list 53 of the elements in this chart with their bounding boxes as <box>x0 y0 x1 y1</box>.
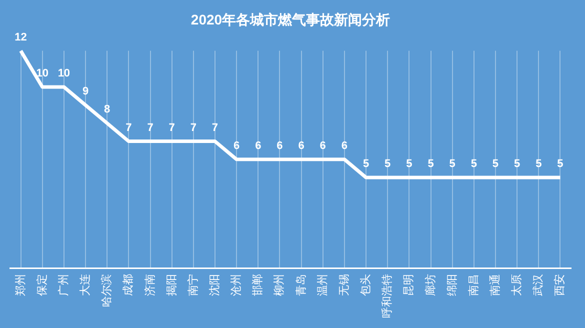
data-label: 6 <box>276 140 283 152</box>
x-tick-label: 包头 <box>359 274 372 296</box>
x-tick-label: 太原 <box>510 274 524 296</box>
data-label: 10 <box>58 68 70 80</box>
x-tick-label: 柳州 <box>272 274 286 296</box>
x-tick-label: 绵阳 <box>446 274 458 296</box>
x-tick-label: 青岛 <box>294 274 308 296</box>
data-label: 6 <box>341 140 348 152</box>
x-tick-label: 邯郸 <box>251 274 264 296</box>
x-tick-label: 沈阳 <box>208 274 222 296</box>
data-label: 5 <box>384 158 391 170</box>
x-tick-label: 沧州 <box>230 274 243 296</box>
data-label: 5 <box>557 158 564 170</box>
data-label: 5 <box>470 158 477 170</box>
data-label: 6 <box>298 140 304 152</box>
data-label: 5 <box>406 158 412 170</box>
x-tick-label: 南宁 <box>186 274 200 296</box>
data-label: 9 <box>82 86 89 98</box>
x-tick-label: 南昌 <box>466 274 480 296</box>
data-label: 10 <box>36 68 48 80</box>
data-label: 12 <box>14 31 27 44</box>
x-tick-label: 无锡 <box>338 274 350 296</box>
x-tick-label: 廊坊 <box>424 274 437 296</box>
x-tick-label: 武汉 <box>532 274 545 296</box>
x-tick-label: 济南 <box>143 274 156 296</box>
data-label: 6 <box>255 140 262 152</box>
x-tick-label: 昆明 <box>403 274 416 296</box>
x-tick-label: 保定 <box>35 274 48 296</box>
data-label: 7 <box>126 122 132 134</box>
x-tick-label: 呼和浩特 <box>380 274 394 318</box>
x-tick-label: 大连 <box>78 274 92 296</box>
data-label: 8 <box>104 104 110 116</box>
data-label: 7 <box>147 122 154 134</box>
data-label: 5 <box>428 158 434 170</box>
x-tick-label: 广州 <box>56 274 70 296</box>
x-tick-label: 西安 <box>553 274 566 296</box>
chart-title: 2020年各城市燃气事故新闻分析 <box>190 11 390 28</box>
x-tick-label: 南通 <box>488 274 502 296</box>
data-label: 7 <box>212 122 218 134</box>
data-label: 6 <box>320 140 326 152</box>
x-tick-label: 郑州 <box>14 274 27 296</box>
x-tick-label: 哈尔滨 <box>100 274 114 307</box>
data-label: 5 <box>492 158 499 170</box>
x-tick-label: 成都 <box>122 274 135 296</box>
data-label: 5 <box>362 158 370 170</box>
data-label: 6 <box>233 140 240 152</box>
data-label: 5 <box>536 158 542 170</box>
x-tick-label: 揭阳 <box>166 274 178 296</box>
data-label: 5 <box>449 158 456 170</box>
data-label: 7 <box>168 122 175 134</box>
data-label: 5 <box>514 158 520 170</box>
data-label: 7 <box>190 122 196 134</box>
x-tick-label: 温州 <box>316 274 329 296</box>
